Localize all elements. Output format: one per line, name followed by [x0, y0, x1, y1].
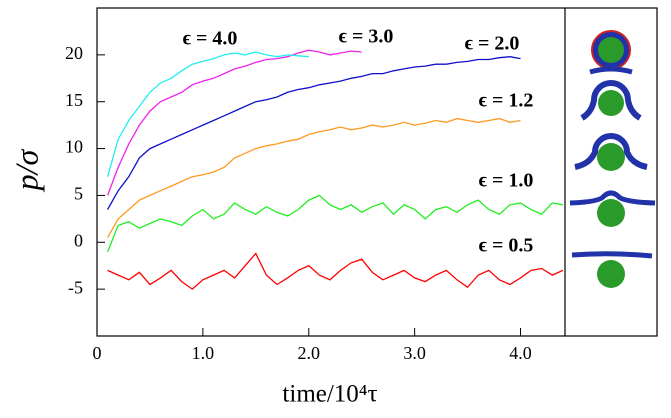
data-line — [107, 252, 564, 290]
annotation: ϵ = 3.0 — [339, 26, 394, 48]
y-tick-label: 15 — [65, 90, 83, 110]
x-tick-label: 2.0 — [298, 343, 321, 363]
snapshot — [574, 133, 648, 171]
y-tick-label: 5 — [74, 184, 83, 204]
annotation: ϵ = 2.0 — [465, 33, 520, 55]
frame — [96, 7, 658, 337]
annotation: ϵ = 0.5 — [479, 235, 534, 257]
x-tick-label: 0 — [93, 343, 102, 363]
snapshot — [571, 251, 653, 288]
y-tick-label: 10 — [65, 137, 83, 157]
x-tick-label: 1.0 — [192, 343, 215, 363]
y-tick-label: 20 — [65, 43, 83, 63]
snapshot — [589, 30, 633, 75]
y-tick-label: -5 — [68, 277, 83, 297]
data-line — [107, 117, 521, 238]
annotation: ϵ = 1.0 — [479, 170, 534, 192]
x-axis-label: time/10⁴τ — [282, 381, 377, 408]
snapshot — [580, 80, 642, 121]
x-tick-label: 4.0 — [509, 343, 532, 363]
x-tick-label: 3.0 — [403, 343, 426, 363]
annotation: ϵ = 4.0 — [183, 28, 238, 50]
data-line — [106, 51, 309, 177]
annotation: ϵ = 1.2 — [479, 90, 534, 112]
y-tick-label: 0 — [74, 230, 83, 250]
y-axis-label: p/σ — [8, 148, 44, 192]
data-line — [106, 49, 362, 196]
data-line — [106, 194, 564, 252]
snapshot — [569, 190, 656, 227]
membrane-snapshots — [569, 30, 656, 288]
data-line — [107, 56, 521, 210]
